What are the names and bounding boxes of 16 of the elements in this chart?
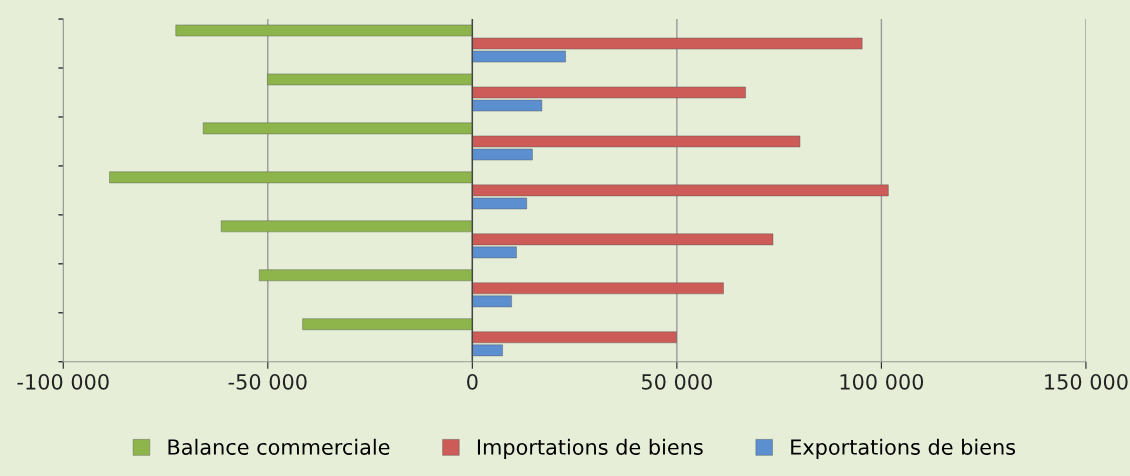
bar [202,122,473,135]
bar [302,318,473,330]
x-tick-label: 150 000 [1045,373,1128,390]
legend-label: Importations de biens [477,438,703,459]
x-tick-label: 100 000 [840,373,924,390]
bar [267,73,473,86]
bar [259,269,473,282]
bar [220,220,473,233]
x-tick-label: -50 000 [228,373,307,390]
legend-label: Balance commerciale [168,438,390,455]
x-tick-label: 0 [467,373,478,390]
x-tick-label: -100 000 [17,373,109,390]
x-tick-label: 50 000 [642,373,712,390]
bar [109,171,473,184]
legend-label: Exportations de biens [791,438,1016,459]
bar [175,24,473,37]
